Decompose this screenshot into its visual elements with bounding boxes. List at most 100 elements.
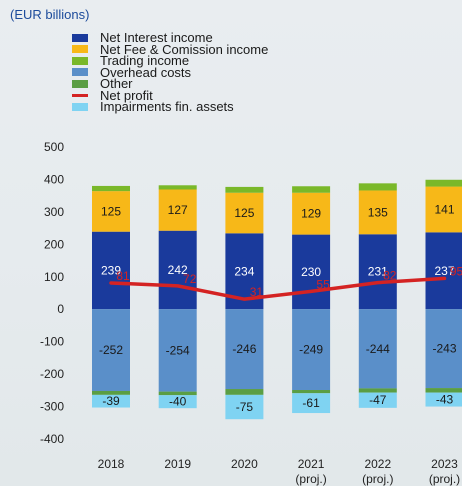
bar-value-label: -75	[236, 400, 254, 414]
legend-item: Trading income	[72, 53, 352, 68]
net-profit-label: 31	[250, 285, 264, 299]
bar-segment	[425, 388, 462, 393]
bar-segment	[92, 191, 130, 232]
units-label: (EUR billions)	[10, 7, 90, 22]
bar-segment	[225, 389, 264, 395]
y-tick-label: 0	[57, 302, 64, 316]
bar-value-label: 230	[301, 265, 321, 279]
y-tick-label: -300	[40, 400, 64, 414]
bar-segment	[92, 185, 130, 192]
legend-swatch	[72, 45, 88, 54]
bar-segment	[158, 309, 197, 392]
bar-segment	[358, 392, 397, 408]
bar-segment	[425, 392, 462, 407]
net-profit-line	[109, 276, 447, 301]
x-tick-label: 2019	[164, 457, 191, 471]
bar-segment	[358, 309, 397, 389]
bar-value-label: 234	[234, 264, 254, 278]
x-tick-label: 2022	[364, 457, 391, 471]
bar-segment	[358, 234, 397, 310]
bar-segment	[292, 390, 331, 394]
legend-item: Impairments fin. assets	[72, 99, 352, 114]
bar-segment	[292, 309, 331, 391]
bar-value-label: -249	[299, 343, 323, 357]
legend-swatch	[72, 56, 88, 65]
bar-segment	[425, 232, 462, 310]
legend-label: Impairments fin. assets	[100, 99, 234, 114]
legend-item: Net Interest income	[72, 30, 352, 45]
bar-segment	[358, 190, 397, 235]
bar-value-label: -246	[232, 342, 256, 356]
bar-segment	[92, 309, 130, 391]
legend-item: Net Fee & Comission income	[72, 41, 352, 57]
bar-segment	[225, 192, 264, 234]
bar-segment	[225, 309, 264, 390]
y-tick-label: 300	[44, 205, 64, 219]
y-tick-label: -100	[40, 335, 64, 349]
legend-label: Other	[100, 76, 133, 91]
bar-segment	[225, 186, 264, 193]
bar-value-label: 135	[368, 205, 388, 219]
bar-value-label: -43	[436, 393, 454, 407]
bar-value-label: -252	[99, 343, 123, 357]
legend-label: Trading income	[100, 53, 190, 68]
y-tick-label: 100	[44, 270, 64, 284]
x-tick-label: 2018	[98, 457, 125, 471]
bar-segment	[425, 309, 462, 389]
legend-swatch	[72, 102, 88, 111]
bar-segment	[158, 395, 197, 409]
bar-value-label: -244	[366, 342, 390, 356]
bar-value-label: 125	[234, 206, 254, 220]
x-tick-label: 2020	[231, 457, 258, 471]
y-tick-label: 500	[44, 140, 64, 154]
legend-label: Net profit	[100, 87, 153, 103]
net-profit-label: 82	[383, 269, 397, 283]
net-profit-label: 55	[316, 277, 330, 291]
legend-label: Net Interest income	[100, 30, 213, 45]
bar-value-label: -254	[166, 343, 190, 357]
bar-segment	[292, 393, 331, 414]
bar-value-label: 239	[101, 263, 121, 277]
bar-segment	[158, 391, 197, 396]
x-tick-label: 2023	[431, 457, 458, 471]
x-tick-sublabel: (proj.)	[362, 472, 393, 486]
bar-segment	[358, 388, 397, 393]
x-tick-label: 2021	[298, 457, 325, 471]
bar-segment	[225, 394, 264, 420]
legend-item: Other	[72, 76, 352, 91]
bar-value-label: 231	[368, 265, 388, 279]
bar-segment	[92, 394, 130, 408]
bar-value-label: 237	[434, 264, 454, 278]
bar-value-label: 242	[168, 263, 188, 277]
legend-line-swatch	[72, 93, 88, 97]
bar-segment	[292, 234, 331, 310]
legend-item: Net profit	[72, 87, 352, 103]
y-tick-label: -200	[40, 367, 64, 381]
bar-value-label: 125	[101, 204, 121, 218]
bar-segment	[158, 230, 197, 310]
bar-value-label: -40	[169, 395, 187, 409]
net-profit-label: 72	[183, 272, 197, 286]
bar-value-label: 129	[301, 207, 321, 221]
bar-value-label: -243	[432, 342, 456, 356]
legend-label: Overhead costs	[100, 64, 192, 80]
x-tick-sublabel: (proj.)	[429, 472, 460, 486]
bar-segment	[358, 183, 397, 191]
legend-label: Net Fee & Comission income	[100, 41, 269, 57]
legend-swatch	[72, 68, 88, 77]
bar-value-label: -39	[102, 394, 120, 408]
bar-value-label: -61	[302, 396, 320, 410]
legend-swatch	[72, 33, 88, 42]
bar-segment	[158, 185, 197, 190]
y-tick-label: -400	[40, 432, 64, 446]
x-tick-sublabel: (proj.)	[295, 472, 326, 486]
legend-swatch	[72, 79, 88, 88]
y-tick-label: 200	[44, 237, 64, 251]
bar-value-label: 141	[434, 202, 454, 216]
net-profit-label: 95	[450, 264, 462, 278]
bar-segment	[292, 186, 331, 193]
net-profit-label: 81	[116, 269, 130, 283]
bar-segment	[92, 390, 130, 395]
bar-value-label: 127	[168, 203, 188, 217]
